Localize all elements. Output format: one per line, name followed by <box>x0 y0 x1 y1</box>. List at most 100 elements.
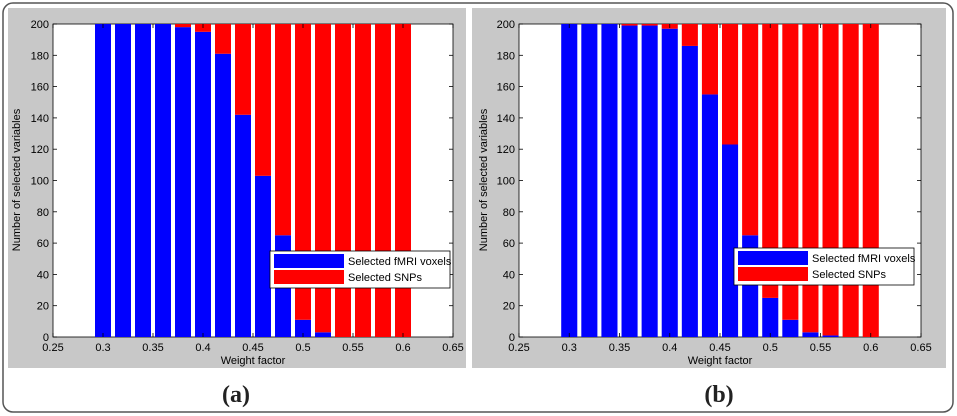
bar-a-snps-15 <box>395 24 411 337</box>
bar-b-fmri-13 <box>822 335 839 337</box>
panel-label-b: (b) <box>704 382 733 408</box>
plot-area-b <box>518 23 922 338</box>
y-tick-label-a-6: 120 <box>31 144 49 156</box>
bar-b-snps-9 <box>742 24 759 236</box>
bar-b-fmri-5 <box>661 28 678 337</box>
y-tick-label-b-7: 140 <box>497 113 515 125</box>
legend-label-fmri-a: Selected fMRI voxels <box>348 256 452 268</box>
bar-a-fmri-10 <box>295 319 311 337</box>
legend-swatch-snps-a <box>274 270 344 284</box>
bar-a-snps-4 <box>175 24 191 28</box>
y-tick-label-b-8: 160 <box>497 82 515 94</box>
bar-b-fmri-2 <box>601 24 618 337</box>
bar-b-fmri-8 <box>722 144 739 337</box>
x-tick-label-a-3: 0.4 <box>195 342 210 354</box>
x-tick-label-a-6: 0.55 <box>342 342 363 354</box>
bar-a-snps-14 <box>375 24 391 337</box>
y-tick-label-a-7: 140 <box>31 113 49 125</box>
bar-a-fmri-3 <box>155 24 171 337</box>
legend-b: Selected fMRI voxels Selected SNPs <box>733 247 916 286</box>
bar-b-snps-7 <box>701 24 718 95</box>
x-tick-label-a-4: 0.45 <box>242 342 263 354</box>
plot-area-a <box>52 23 454 338</box>
bar-b-snps-13 <box>822 24 839 336</box>
y-tick-label-b-2: 40 <box>503 269 515 281</box>
x-tick-label-a-8: 0.65 <box>442 342 463 354</box>
legend-label-snps-b: Selected SNPs <box>812 269 886 281</box>
bar-a-fmri-4 <box>175 27 191 337</box>
y-tick-label-a-0: 0 <box>43 332 49 344</box>
bar-a-fmri-11 <box>315 332 331 337</box>
bar-b-snps-11 <box>782 24 799 320</box>
x-tick-label-b-3: 0.4 <box>662 342 677 354</box>
y-tick-label-a-10: 200 <box>31 19 49 31</box>
x-tick-label-b-5: 0.5 <box>763 342 778 354</box>
bar-a-fmri-5 <box>195 31 211 337</box>
y-tick-label-b-5: 100 <box>497 176 515 188</box>
y-tick-label-b-9: 180 <box>497 50 515 62</box>
legend-label-fmri-b: Selected fMRI voxels <box>812 253 916 265</box>
y-axis-label-b: Number of selected variables <box>478 108 490 251</box>
y-tick-label-a-5: 100 <box>31 176 49 188</box>
y-tick-label-b-1: 20 <box>503 301 515 313</box>
bar-b-snps-15 <box>862 24 879 337</box>
bars-b <box>561 24 879 338</box>
x-tick-label-b-8: 0.65 <box>910 342 931 354</box>
x-axis-label-b: Weight factor <box>688 355 753 367</box>
bar-b-snps-4 <box>641 24 658 26</box>
x-tick-label-a-5: 0.5 <box>295 342 310 354</box>
bar-b-fmri-0 <box>561 24 578 337</box>
bar-a-snps-9 <box>275 24 291 236</box>
x-tick-label-b-0: 0.25 <box>508 342 529 354</box>
bar-b-snps-8 <box>722 24 739 145</box>
x-tick-label-a-2: 0.35 <box>142 342 163 354</box>
y-tick-label-a-4: 80 <box>37 207 49 219</box>
bar-b-snps-14 <box>842 24 859 337</box>
legend-swatch-fmri-b <box>738 251 808 265</box>
bar-b-fmri-10 <box>762 297 779 338</box>
bar-b-snps-10 <box>762 24 779 298</box>
y-axis-a: 0 20 40 60 80 100 120 140 160 180 200 <box>31 19 453 344</box>
x-axis-b: 0.25 0.3 0.35 0.4 0.45 0.5 0.55 0.6 0.65 <box>508 24 932 354</box>
bar-a-fmri-2 <box>135 24 151 337</box>
bar-b-fmri-7 <box>701 94 718 337</box>
y-tick-label-b-0: 0 <box>509 332 515 344</box>
bar-b-fmri-12 <box>802 332 819 337</box>
legend-label-snps-a: Selected SNPs <box>348 272 422 284</box>
bar-a-snps-7 <box>235 24 251 115</box>
x-tick-label-a-0: 0.25 <box>42 342 63 354</box>
bar-a-fmri-1 <box>115 24 131 337</box>
y-tick-label-a-2: 40 <box>37 269 49 281</box>
x-axis-a: 0.25 0.3 0.35 0.4 0.45 0.5 0.55 0.6 0.65 <box>42 24 464 354</box>
x-tick-label-b-1: 0.3 <box>562 342 577 354</box>
legend-swatch-fmri-a <box>274 254 344 268</box>
bar-b-fmri-11 <box>782 319 799 337</box>
bar-a-snps-12 <box>335 24 351 337</box>
bars-a <box>95 24 411 338</box>
bar-b-fmri-3 <box>621 25 638 338</box>
y-tick-label-a-1: 20 <box>37 301 49 313</box>
bar-a-snps-8 <box>255 24 271 176</box>
bar-a-fmri-7 <box>235 114 251 338</box>
bar-a-snps-10 <box>295 24 311 320</box>
x-tick-label-a-1: 0.3 <box>95 342 110 354</box>
x-tick-label-b-6: 0.55 <box>810 342 831 354</box>
x-tick-label-a-7: 0.6 <box>395 342 410 354</box>
bar-b-snps-3 <box>621 24 638 26</box>
bar-a-fmri-8 <box>255 175 271 337</box>
x-tick-label-b-4: 0.45 <box>709 342 730 354</box>
y-tick-label-b-3: 60 <box>503 238 515 250</box>
bar-b-snps-12 <box>802 24 819 333</box>
legend-swatch-snps-b <box>738 267 808 281</box>
y-tick-label-b-10: 200 <box>497 19 515 31</box>
y-tick-label-a-3: 60 <box>37 238 49 250</box>
bar-a-snps-6 <box>215 24 231 54</box>
bar-a-fmri-0 <box>95 24 111 337</box>
bar-b-fmri-6 <box>681 45 698 337</box>
bar-a-fmri-6 <box>215 53 231 338</box>
bar-b-fmri-4 <box>641 25 658 338</box>
